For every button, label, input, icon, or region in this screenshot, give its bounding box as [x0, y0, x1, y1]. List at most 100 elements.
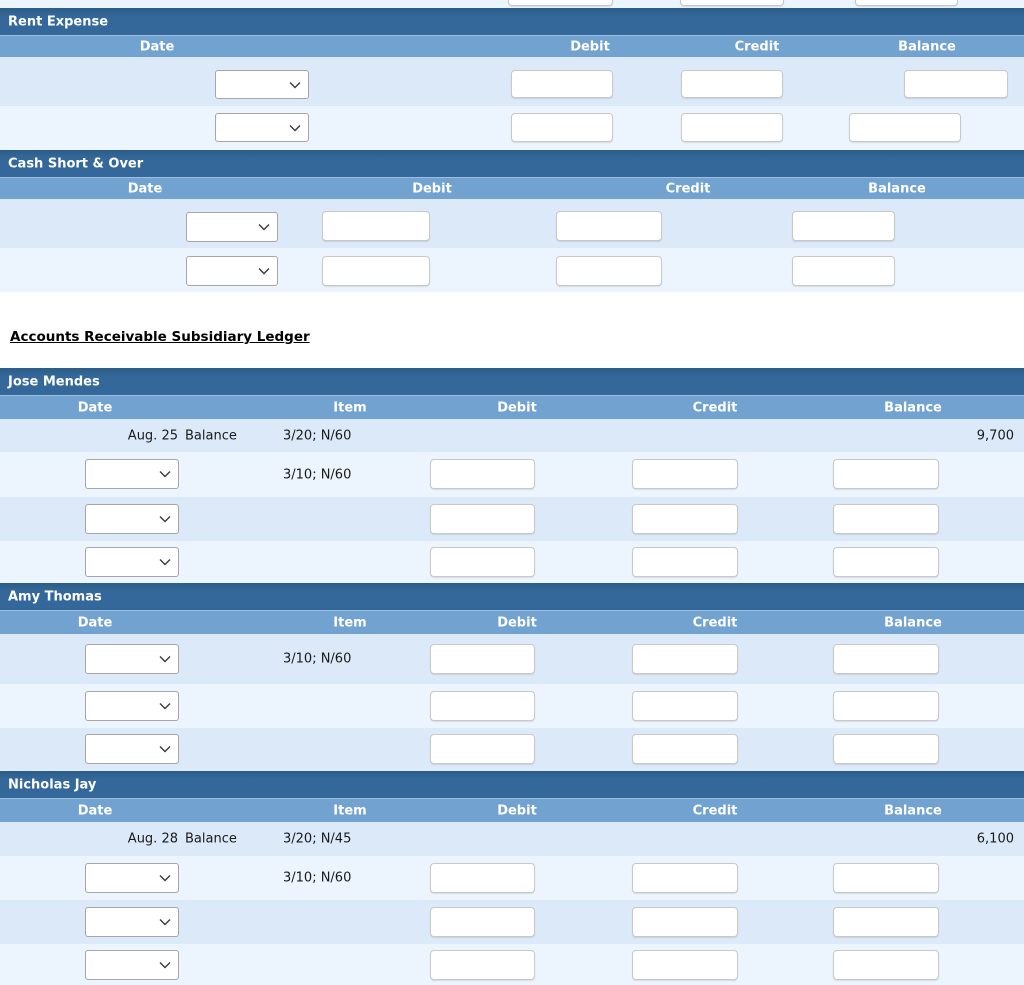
credit-input[interactable]: [632, 504, 738, 534]
entry-row: 3/10; N/60: [0, 452, 1024, 497]
balance-input[interactable]: [792, 211, 895, 241]
debit-input[interactable]: [430, 644, 535, 674]
column-header-credit: Credit: [692, 803, 738, 818]
date-select[interactable]: [85, 734, 179, 764]
cutoff-input[interactable]: [508, 0, 613, 6]
chevron-down-icon: [159, 471, 171, 478]
cutoff-row: [0, 0, 1024, 8]
balance-input[interactable]: [833, 504, 939, 534]
balance-input[interactable]: [792, 256, 895, 286]
balance-row: Aug. 25 Balance 3/20; N/60 9,700: [0, 419, 1024, 452]
credit-input[interactable]: [632, 734, 738, 764]
date-select[interactable]: [85, 459, 179, 489]
table-title: Nicholas Jay: [8, 777, 97, 792]
entry-row: 3/10; N/60: [0, 634, 1024, 684]
date-select[interactable]: [186, 256, 278, 286]
column-header-debit: Debit: [497, 803, 537, 818]
date-text: Aug. 28: [127, 831, 178, 847]
entry-row: [0, 944, 1024, 985]
chevron-down-icon: [289, 124, 301, 131]
cutoff-input[interactable]: [855, 0, 958, 6]
credit-input[interactable]: [556, 256, 662, 286]
column-header-bar: Date Debit Credit Balance: [0, 177, 1024, 199]
column-header-bar: Date Item Debit Credit Balance: [0, 610, 1024, 634]
debit-input[interactable]: [430, 907, 535, 937]
debit-input[interactable]: [322, 256, 430, 286]
debit-input[interactable]: [430, 504, 535, 534]
table-title: Jose Mendes: [8, 374, 100, 389]
column-header-balance: Balance: [884, 803, 942, 818]
table-title-bar: Rent Expense: [0, 8, 1024, 35]
table-title: Rent Expense: [8, 14, 109, 29]
debit-input[interactable]: [511, 113, 613, 142]
balance-input[interactable]: [833, 907, 939, 937]
credit-input[interactable]: [632, 691, 738, 721]
credit-input[interactable]: [632, 547, 738, 577]
balance-input[interactable]: [833, 459, 939, 489]
balance-input[interactable]: [849, 113, 961, 142]
column-header-bar: Date Item Debit Credit Balance: [0, 395, 1024, 419]
table-title-bar: Nicholas Jay: [0, 771, 1024, 798]
chevron-down-icon: [258, 268, 270, 275]
table-title: Cash Short & Over: [8, 156, 144, 171]
date-select[interactable]: [85, 644, 179, 674]
date-select[interactable]: [85, 691, 179, 721]
date-select[interactable]: [215, 113, 309, 142]
debit-input[interactable]: [430, 734, 535, 764]
column-header-bar: Date Debit Credit Balance: [0, 35, 1024, 57]
credit-input[interactable]: [632, 950, 738, 980]
credit-input[interactable]: [632, 863, 738, 893]
credit-input[interactable]: [681, 113, 783, 142]
balance-label: Balance: [185, 831, 237, 847]
credit-input[interactable]: [556, 211, 662, 241]
credit-input[interactable]: [632, 907, 738, 937]
credit-input[interactable]: [632, 459, 738, 489]
table-title-bar: Cash Short & Over: [0, 150, 1024, 177]
balance-input[interactable]: [833, 734, 939, 764]
column-header-date: Date: [77, 615, 113, 630]
date-select[interactable]: [85, 547, 179, 577]
balance-input[interactable]: [833, 691, 939, 721]
table-title-bar: Amy Thomas: [0, 583, 1024, 610]
balance-input[interactable]: [833, 863, 939, 893]
balance-input[interactable]: [833, 547, 939, 577]
entry-row: [0, 57, 1024, 106]
debit-input[interactable]: [430, 459, 535, 489]
balance-input[interactable]: [904, 70, 1008, 98]
column-header-item: Item: [333, 803, 367, 818]
date-select[interactable]: [85, 504, 179, 534]
column-header-credit: Credit: [734, 39, 780, 54]
column-header-balance: Balance: [868, 181, 926, 196]
column-header-balance: Balance: [884, 400, 942, 415]
balance-input[interactable]: [833, 644, 939, 674]
chevron-down-icon: [258, 224, 270, 231]
debit-input[interactable]: [430, 691, 535, 721]
credit-input[interactable]: [681, 70, 783, 98]
debit-input[interactable]: [511, 70, 613, 98]
credit-input[interactable]: [632, 644, 738, 674]
column-header-debit: Debit: [497, 400, 537, 415]
date-select[interactable]: [85, 950, 179, 980]
balance-input[interactable]: [833, 950, 939, 980]
column-header-balance: Balance: [884, 615, 942, 630]
entry-row: [0, 248, 1024, 292]
balance-value: 9,700: [976, 428, 1014, 443]
entry-row: [0, 728, 1024, 771]
debit-input[interactable]: [322, 211, 430, 241]
debit-input[interactable]: [430, 863, 535, 893]
column-header-date: Date: [127, 181, 163, 196]
date-select[interactable]: [85, 863, 179, 893]
item-text: 3/10; N/60: [283, 651, 352, 667]
entry-row: [0, 900, 1024, 944]
debit-input[interactable]: [430, 950, 535, 980]
item-text: 3/10; N/60: [283, 467, 352, 482]
date-select[interactable]: [186, 212, 278, 242]
chevron-down-icon: [159, 962, 171, 969]
date-select[interactable]: [85, 907, 179, 937]
debit-input[interactable]: [430, 547, 535, 577]
cutoff-input[interactable]: [680, 0, 784, 6]
balance-row: Aug. 28 Balance 3/20; N/45 6,100: [0, 822, 1024, 856]
date-select[interactable]: [215, 70, 309, 99]
column-header-credit: Credit: [692, 615, 738, 630]
